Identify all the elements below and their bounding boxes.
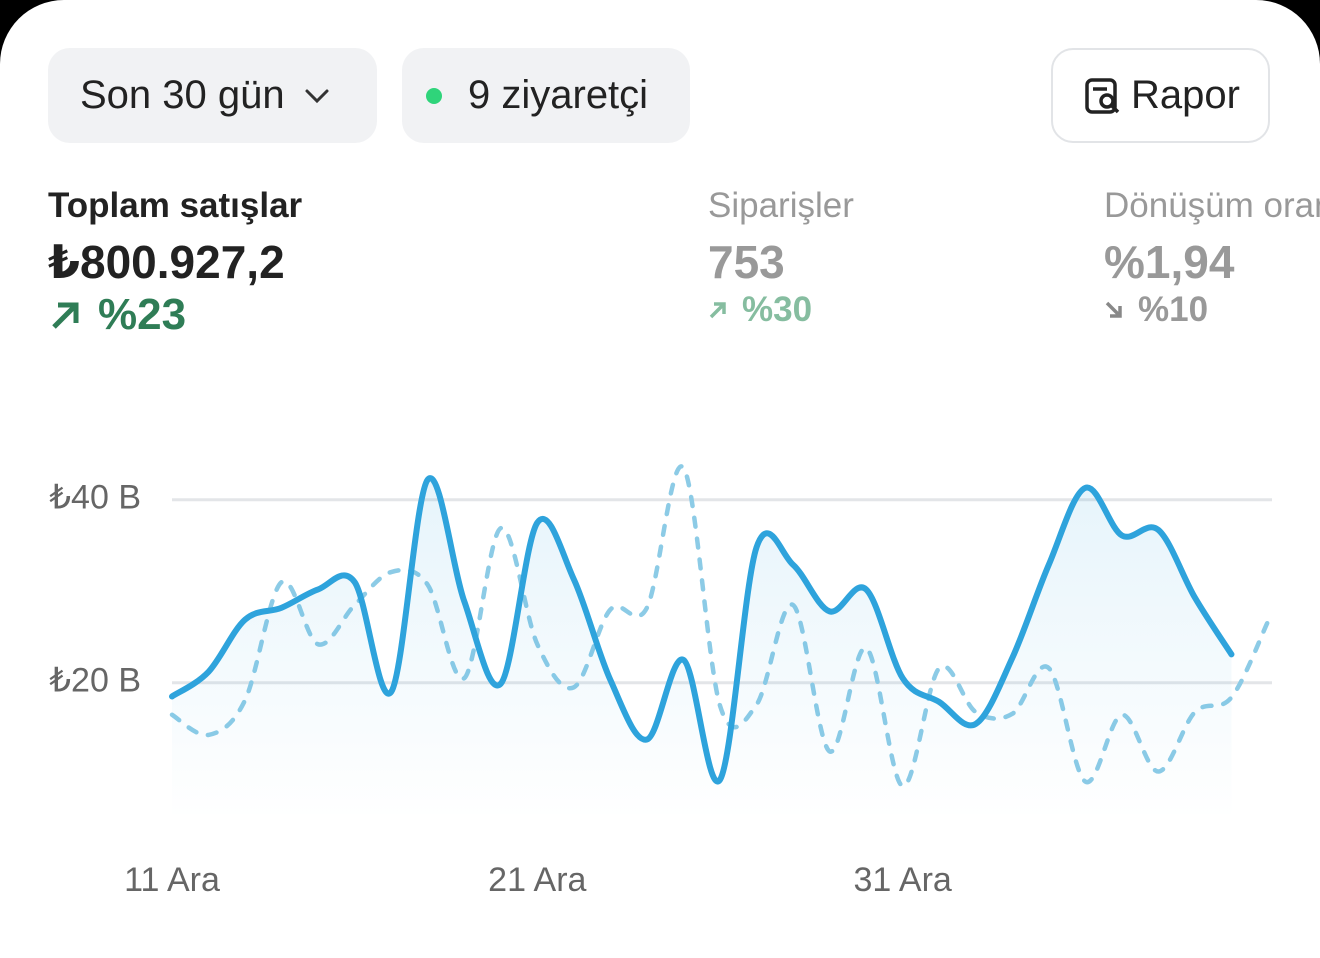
metric-change: %30 <box>708 290 854 330</box>
area <box>172 478 1232 820</box>
period-label: Son 30 gün <box>80 73 285 117</box>
arrow-down <box>1105 301 1122 318</box>
metric[interactable]: Toplam satışlar ₺800.927,2 %23 <box>48 186 302 340</box>
arrow-up <box>709 302 726 319</box>
change-value: %30 <box>742 290 813 329</box>
report-label: Rapor <box>1131 73 1240 117</box>
report-button[interactable]: Rapor <box>1051 48 1270 143</box>
period-select[interactable]: Son 30 gün <box>48 48 377 143</box>
live-dot <box>426 87 442 104</box>
metric[interactable]: Dönüşüm oranı %1,94 %10 <box>1104 186 1320 330</box>
change-value: %10 <box>1138 290 1209 329</box>
metric-value: %1,94 <box>1104 236 1235 288</box>
metric-label: Dönüşüm oranı <box>1104 186 1320 225</box>
metric-change: %23 <box>48 290 302 340</box>
metric-value: ₺800.927,2 <box>48 236 285 288</box>
visitors-pill[interactable]: 9 ziyaretçi <box>402 48 690 143</box>
visitors-label: 9 ziyaretçi <box>468 73 649 117</box>
metric-label: Siparişler <box>708 186 854 225</box>
y-tick-label: ₺20 B <box>49 662 141 700</box>
x-tick-label: 31 Ara <box>854 861 952 899</box>
metric[interactable]: Siparişler 753 %30 <box>708 186 854 330</box>
chevron <box>305 89 329 103</box>
arrow-up <box>52 302 79 329</box>
y-tick-label: ₺40 B <box>49 479 141 517</box>
metric-label: Toplam satışlar <box>48 186 303 225</box>
x-tick-label: 21 Ara <box>488 861 586 899</box>
metric-change: %10 <box>1104 290 1320 330</box>
line <box>169 475 1235 785</box>
report-icon <box>1085 77 1120 114</box>
change-value: %23 <box>98 290 187 339</box>
x-tick-label: 11 Ara <box>124 861 220 899</box>
metric-value: 753 <box>708 236 785 288</box>
